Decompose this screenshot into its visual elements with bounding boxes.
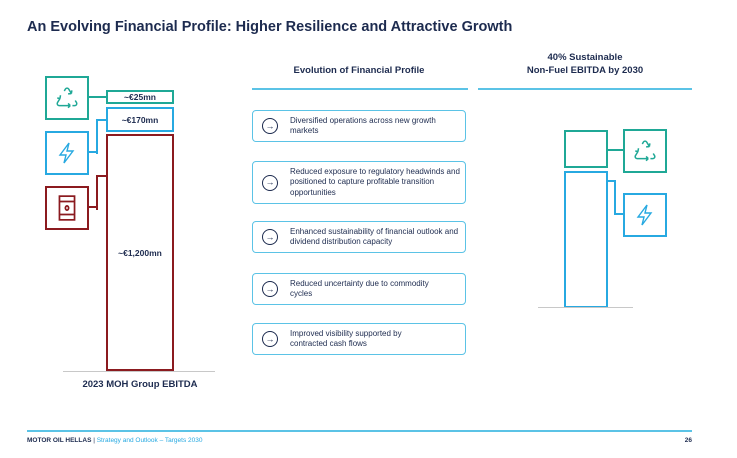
connector <box>608 149 623 151</box>
recycle-icon <box>634 140 656 162</box>
bar-power-2030 <box>564 171 608 308</box>
recycle-icon-box <box>45 76 89 120</box>
page-number: 26 <box>684 437 692 444</box>
lightning-icon-box <box>623 193 667 237</box>
recycle-icon <box>56 87 78 109</box>
baseline <box>63 371 215 372</box>
list-item: → Reduced exposure to regulatory headwind… <box>252 161 466 204</box>
connector <box>89 206 96 208</box>
list-item: → Enhanced sustainability of financial ou… <box>252 221 466 253</box>
section-heading: Evolution of Financial Profile <box>293 65 425 76</box>
section-heading: 40% Sustainable Non-Fuel EBITDA by 2030 <box>526 52 644 76</box>
lightning-icon <box>58 142 75 164</box>
connector <box>614 213 623 215</box>
arrow-right-icon: → <box>262 174 278 191</box>
bar-power: ~€170mn <box>106 107 174 132</box>
arrow-right-icon: → <box>262 118 278 134</box>
connector <box>89 151 96 153</box>
list-item: → Diversified operations across new growt… <box>252 110 466 142</box>
footer-divider <box>27 430 692 432</box>
lightning-icon-box <box>45 131 89 175</box>
connector <box>89 96 106 98</box>
divider <box>478 88 692 90</box>
oil-barrel-icon-box <box>45 186 89 230</box>
lightning-icon <box>636 204 653 226</box>
arrow-right-icon: → <box>262 331 278 347</box>
oil-barrel-icon <box>58 195 76 221</box>
bar-recycling: ~€25mn <box>106 90 174 104</box>
connector <box>96 175 108 210</box>
list-item: → Improved visibility supported by contra… <box>252 323 466 355</box>
bar-fuel: ~€1,200mn <box>106 134 174 371</box>
chart-label: 2023 MOH Group EBITDA <box>82 379 198 390</box>
arrow-right-icon: → <box>262 229 278 245</box>
connector <box>608 180 616 214</box>
baseline <box>538 307 633 308</box>
connector <box>96 119 108 154</box>
footer-text: MOTOR OIL HELLAS | Strategy and Outlook … <box>27 437 203 444</box>
arrow-right-icon: → <box>262 281 278 297</box>
recycle-icon-box <box>623 129 667 173</box>
divider <box>252 88 468 90</box>
bar-recycling-2030 <box>564 130 608 168</box>
list-item: → Reduced uncertainty due to commodity cy… <box>252 273 466 305</box>
page-title: An Evolving Financial Profile: Higher Re… <box>27 19 513 35</box>
